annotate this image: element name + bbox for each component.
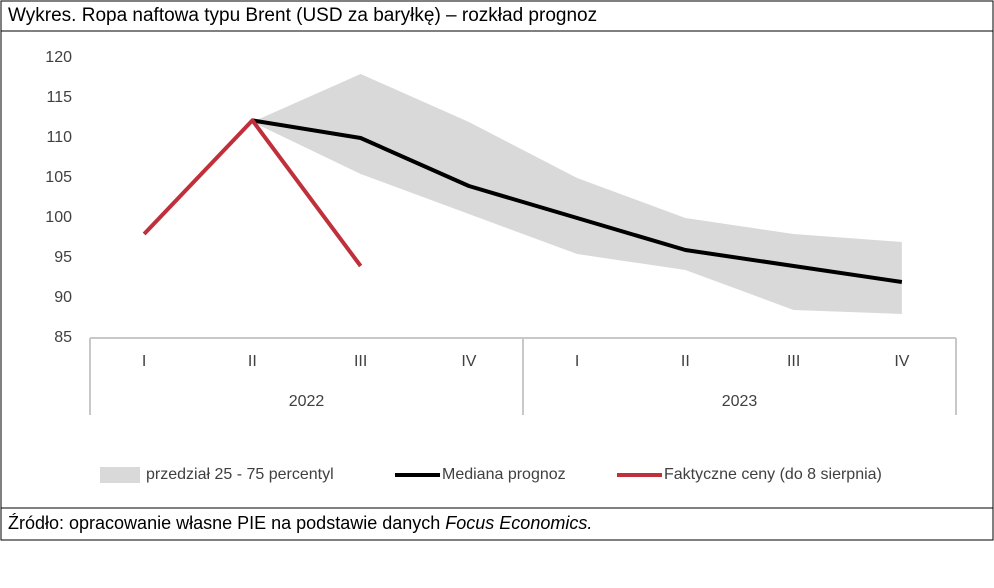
x-tick-label: I [575,353,579,370]
x-tick-label: III [354,353,367,370]
y-tick-label: 120 [45,49,72,66]
legend-label: Faktyczne ceny (do 8 sierpnia) [664,466,882,483]
y-tick-label: 110 [46,129,72,146]
legend-swatch [100,467,140,483]
source-text: Źródło: opracowanie własne PIE na podsta… [8,513,440,533]
x-tick-label: IV [894,353,909,370]
series-line [252,118,903,284]
y-tick-label: 115 [46,89,72,106]
series-line [142,118,363,268]
group-label: 2022 [289,393,325,410]
x-tick-label: IV [461,353,476,370]
legend-label: przedział 25 - 75 percentyl [146,466,334,483]
chart-title: Wykres. Ropa naftowa typu Brent (USD za … [8,5,597,26]
source-italic: Focus Economics. [445,513,592,533]
y-tick-label: 95 [54,249,72,266]
group-label: 2023 [722,393,758,410]
y-tick-label: 105 [45,169,72,186]
y-tick-label: 100 [45,209,72,226]
x-tick-label: I [142,353,146,370]
x-tick-label: II [248,353,257,370]
source: Źródło: opracowanie własne PIE na podsta… [8,513,592,533]
frame [0,0,994,541]
x-tick-label: II [681,353,690,370]
y-tick-label: 85 [54,329,72,346]
x-tick-label: III [787,353,800,370]
percentile-band [252,74,902,314]
legend-label: Mediana prognoz [442,466,566,483]
y-tick-label: 90 [54,289,72,306]
